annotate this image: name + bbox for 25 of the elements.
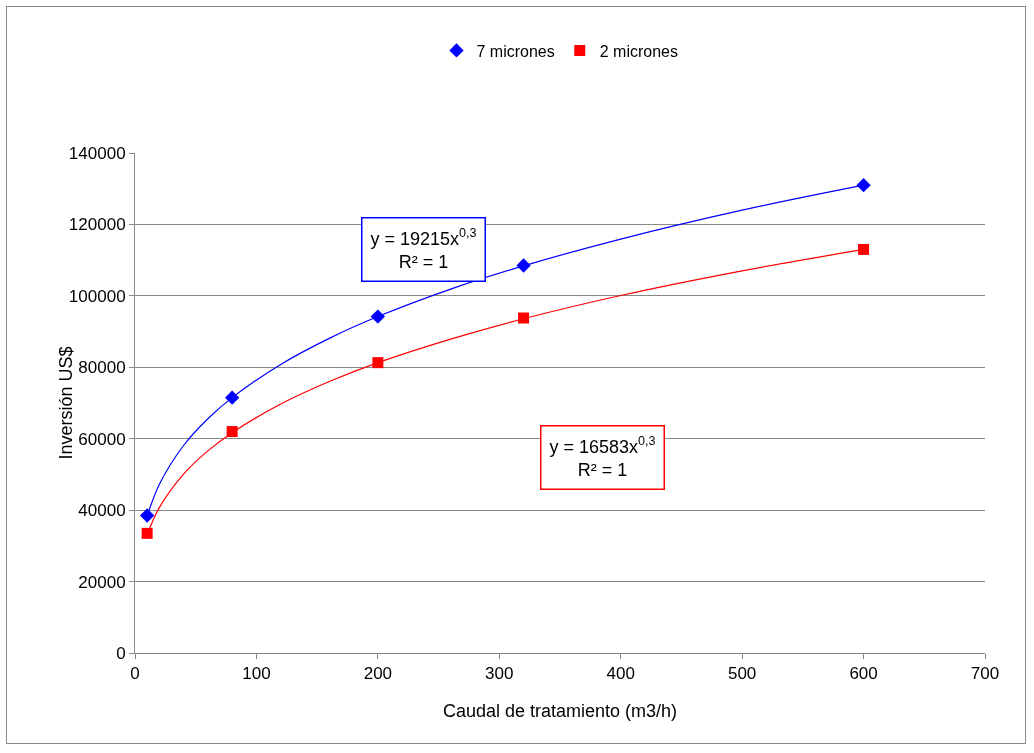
x-tick-label: 400 bbox=[606, 664, 635, 684]
legend-label: 7 micrones bbox=[476, 42, 555, 60]
point bbox=[516, 258, 531, 273]
y-tick-label: 60000 bbox=[78, 429, 126, 449]
x-tick-label: 300 bbox=[485, 664, 514, 684]
x-axis-title: Caudal de tratamiento (m3/h) bbox=[442, 701, 678, 721]
y-tick-label: 80000 bbox=[78, 358, 126, 378]
y-tick-label: 40000 bbox=[78, 501, 126, 521]
y-axis-title: Inversión US$ bbox=[56, 346, 77, 460]
point bbox=[141, 527, 153, 539]
x-tick-label: 700 bbox=[970, 664, 1000, 684]
x-tick-label: 500 bbox=[727, 664, 757, 684]
y-tick-label: 120000 bbox=[68, 215, 126, 235]
y-tick-label: 100000 bbox=[68, 286, 126, 306]
y-tick-label: 20000 bbox=[78, 572, 126, 592]
text: y = 16583x$^{0,3}$ R² = 1 bbox=[549, 434, 656, 481]
y-tick-label: 0 bbox=[116, 643, 126, 663]
point bbox=[858, 243, 870, 255]
x-tick-label: 600 bbox=[849, 664, 878, 684]
legend-label: 2 micrones bbox=[599, 42, 678, 60]
x-tick-label: 0 bbox=[130, 664, 140, 684]
x-tick-label: 100 bbox=[242, 664, 271, 684]
y-tick-label: 140000 bbox=[68, 143, 126, 163]
x-tick-label: 200 bbox=[363, 664, 393, 684]
text: y = 19215x$^{0,3}$ R² = 1 bbox=[370, 226, 477, 273]
